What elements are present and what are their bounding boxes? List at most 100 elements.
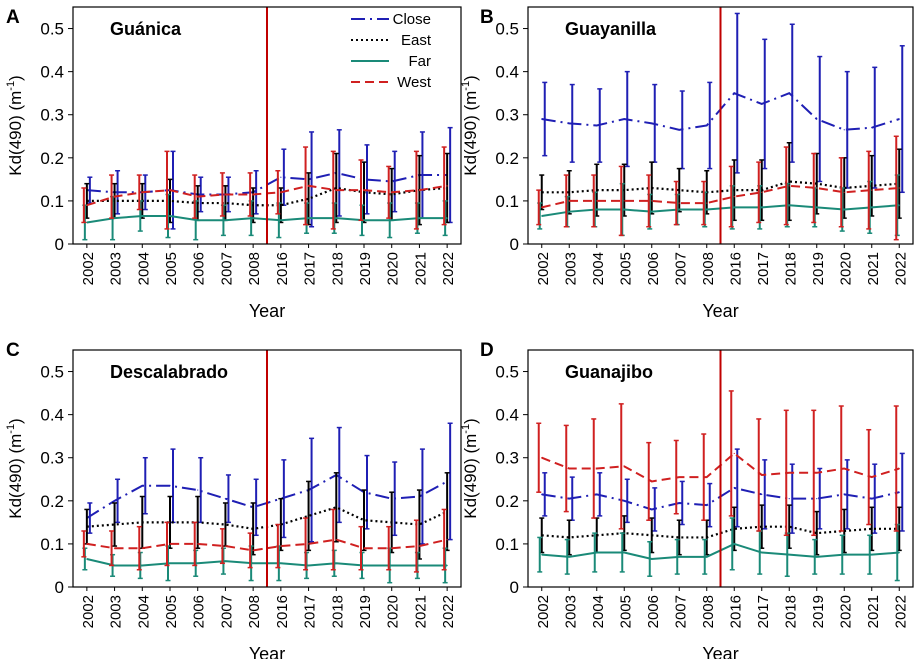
legend-label-close: Close xyxy=(393,11,431,28)
y-axis-label-sup: -1 xyxy=(5,424,17,434)
x-tick-label: 2003 xyxy=(108,595,125,628)
y-tick-label: 0.2 xyxy=(495,149,519,168)
data-point xyxy=(623,200,625,202)
data-point xyxy=(788,498,790,500)
y-tick-label: 0.3 xyxy=(495,106,519,125)
x-tick-label: 2018 xyxy=(329,252,346,285)
y-tick-label: 0 xyxy=(55,578,64,597)
data-point xyxy=(391,193,393,196)
x-tick-label: 2005 xyxy=(617,252,634,285)
x-tick-label: 2018 xyxy=(782,595,799,628)
data-point xyxy=(568,536,570,539)
data-point xyxy=(843,129,845,131)
x-tick-label: 2016 xyxy=(274,595,291,628)
x-tick-label: 2003 xyxy=(108,252,125,285)
y-tick-label: 0.2 xyxy=(495,492,519,511)
x-tick-label: 2022 xyxy=(440,595,457,628)
data-point xyxy=(898,187,900,189)
legend-label-east: East xyxy=(401,32,432,49)
x-tick-label: 2003 xyxy=(562,252,579,285)
data-point xyxy=(733,189,735,191)
panel-title: Guayanilla xyxy=(565,19,657,39)
y-tick-label: 0.1 xyxy=(495,192,519,211)
x-tick-label: 2008 xyxy=(246,252,263,285)
data-point xyxy=(197,543,199,545)
x-tick-label: 2020 xyxy=(385,252,402,285)
data-point xyxy=(169,521,171,523)
y-axis-label: Kd(490) (m-1) xyxy=(5,418,25,518)
data-point xyxy=(113,200,116,202)
panel-b: B 0 0.1 0.2 0.3 0.4 0.5 Kd(490) (m-1) 2002 2003 20… xyxy=(460,6,914,321)
y-tick-label: 0.1 xyxy=(40,192,64,211)
series-close xyxy=(541,448,905,534)
series-far xyxy=(82,545,448,584)
x-tick-label: 2022 xyxy=(440,252,457,285)
data-point xyxy=(733,196,735,198)
series-line-east xyxy=(541,180,900,194)
x-tick-label: 2004 xyxy=(135,252,152,285)
data-point xyxy=(733,528,735,530)
data-point xyxy=(224,545,227,547)
x-tick-label: 2021 xyxy=(865,595,882,628)
series-west xyxy=(81,508,448,573)
x-tick-label: 2008 xyxy=(700,252,717,285)
x-tick-label: 2016 xyxy=(727,595,744,628)
data-point xyxy=(871,528,873,530)
x-tick-label: 2004 xyxy=(590,595,607,628)
x-axis-label: Year xyxy=(702,644,738,659)
series-east xyxy=(539,141,902,222)
x-tick-label: 2020 xyxy=(837,252,854,285)
x-tick-label: 2021 xyxy=(412,252,429,285)
data-point xyxy=(307,198,310,200)
y-tick-label: 0.3 xyxy=(40,106,64,125)
x-tick-label: 2008 xyxy=(246,595,263,628)
y-tick-label: 0.3 xyxy=(495,449,519,468)
x-tick-label: 2019 xyxy=(810,252,827,285)
y-axis-label-sup: -1 xyxy=(5,81,17,91)
x-tick-label: 2007 xyxy=(672,252,689,285)
data-point xyxy=(280,176,282,178)
data-point xyxy=(335,539,337,541)
x-axis-label: Year xyxy=(702,301,738,321)
data-point xyxy=(733,452,735,455)
panel-title: Guánica xyxy=(110,19,182,39)
data-point xyxy=(307,515,310,517)
data-point xyxy=(307,543,310,545)
data-point xyxy=(623,189,625,191)
data-point xyxy=(871,189,873,191)
data-point xyxy=(816,187,818,189)
x-tick-label: 2008 xyxy=(700,595,717,628)
x-tick-label: 2007 xyxy=(218,595,235,628)
data-point xyxy=(678,536,680,539)
data-point xyxy=(761,191,763,193)
panel-title: Guanajibo xyxy=(565,362,653,382)
series-west xyxy=(536,390,900,537)
x-tick-label: 2002 xyxy=(80,595,97,628)
x-tick-label: 2005 xyxy=(163,595,180,628)
data-point xyxy=(169,200,171,202)
x-tick-label: 2016 xyxy=(727,252,744,285)
y-tick-label: 0.1 xyxy=(40,535,64,554)
x-tick-label: 2019 xyxy=(357,252,374,285)
panel-d: D 0 0.1 0.2 0.3 0.4 0.5 Kd(490) (m-1) 2002 2003 20… xyxy=(460,340,914,659)
y-axis-label-sup: -1 xyxy=(460,424,472,434)
data-point xyxy=(224,202,227,204)
y-tick-label: 0.2 xyxy=(40,149,64,168)
plot-frame xyxy=(527,349,914,588)
x-tick-label: 2006 xyxy=(191,595,208,628)
x-tick-label: 2017 xyxy=(755,595,772,628)
y-tick-label: 0.3 xyxy=(40,449,64,468)
series-close xyxy=(86,422,453,545)
data-point xyxy=(252,549,254,551)
x-tick-label: 2018 xyxy=(782,252,799,285)
x-tick-label: 2020 xyxy=(385,595,402,628)
data-point xyxy=(418,523,421,526)
data-point xyxy=(843,191,845,193)
series-close xyxy=(541,12,905,194)
x-tick-label: 2004 xyxy=(135,595,152,628)
data-point xyxy=(706,202,708,204)
data-point xyxy=(816,498,818,500)
series-far xyxy=(537,517,900,582)
y-tick-label: 0.4 xyxy=(40,63,64,82)
y-axis-label-main: Kd(490) (m xyxy=(6,434,25,519)
